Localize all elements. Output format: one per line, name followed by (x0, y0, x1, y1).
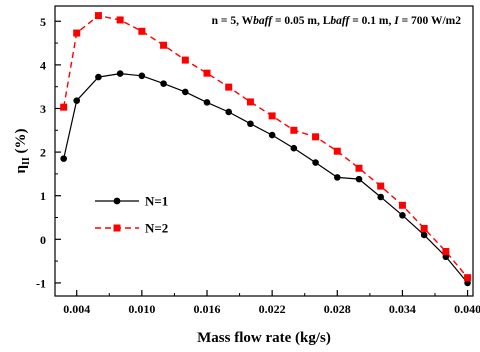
data-point (333, 174, 341, 181)
y-tick-label: 1 (40, 189, 46, 203)
legend-label-n1: N=1 (145, 194, 168, 209)
annotation-part: baff (330, 15, 350, 27)
data-point (377, 193, 385, 201)
annotation-part: = 700 W/m2 (399, 15, 461, 27)
data-point (94, 12, 102, 20)
annotation-part: baff (253, 15, 273, 27)
y-tick-label: 5 (40, 15, 46, 29)
annotation-part: = 0.1 m, (349, 15, 394, 27)
x-tick-label: 0.004 (63, 302, 90, 316)
x-tick-label: 0.016 (194, 302, 221, 316)
x-tick-label: 0.040 (454, 302, 480, 316)
data-point (355, 164, 363, 172)
series-line (63, 14, 469, 279)
data-point (116, 16, 124, 24)
y-axis-label-sub: II (21, 157, 32, 165)
y-axis-label-unit: (%) (13, 128, 29, 157)
series-group (60, 12, 472, 287)
plot-frame (54, 5, 474, 297)
data-point (268, 112, 276, 120)
annotation-part: I (393, 15, 399, 27)
annotation-part: n = 5, W (212, 15, 254, 27)
x-tick-label: 0.022 (259, 302, 286, 316)
y-tick-label: 0 (40, 233, 46, 247)
data-point (138, 72, 146, 80)
legend: N=1 N=2 (95, 194, 168, 236)
x-axis-label: Mass flow rate (kg/s) (197, 330, 331, 346)
y-axis-label-main: η (13, 165, 29, 174)
data-point (60, 103, 68, 111)
data-point (312, 159, 319, 166)
data-point (73, 97, 81, 104)
data-point (60, 155, 67, 162)
data-point (246, 98, 254, 106)
series-n-1 (60, 70, 471, 287)
data-point (399, 212, 406, 219)
data-point (420, 224, 428, 232)
axis-ticks: 0.004 0.010 0.016 0.022 0.028 0.034 0.040 -1 0 1 2… (36, 15, 480, 316)
data-point (420, 231, 428, 239)
data-point (290, 144, 298, 152)
data-point (160, 80, 167, 87)
data-point (225, 108, 233, 116)
y-axis-label: ηII (%) (13, 128, 32, 173)
data-point (333, 147, 341, 155)
data-point (442, 253, 450, 261)
data-point (181, 56, 189, 64)
data-point (464, 279, 471, 287)
y-tick-label: -1 (36, 276, 46, 290)
data-point (181, 88, 189, 96)
data-point (247, 120, 254, 128)
series-line (63, 72, 469, 284)
data-point (312, 133, 320, 141)
x-tick-label: 0.010 (128, 302, 155, 316)
data-point (290, 126, 298, 134)
data-point (355, 175, 363, 183)
data-point (398, 201, 406, 209)
annotation-part: = 0.05 m, L (272, 15, 331, 27)
y-tick-label: 4 (40, 58, 46, 72)
chart-annotation: n = 5, Wbaff = 0.05 m, Lbaff = 0.1 m, I … (212, 15, 462, 27)
legend-marker-n2 (113, 224, 121, 232)
data-point (442, 248, 450, 256)
data-point (160, 41, 168, 49)
data-point (203, 99, 211, 106)
legend-label-n2: N=2 (145, 221, 168, 236)
data-point (225, 83, 233, 91)
data-point (377, 182, 385, 190)
x-tick-label: 0.034 (389, 302, 416, 316)
data-point (138, 27, 146, 35)
data-point (73, 29, 81, 37)
series-n-2 (60, 12, 472, 282)
data-point (203, 69, 211, 77)
data-point (95, 73, 102, 81)
x-tick-label: 0.028 (324, 302, 351, 316)
y-tick-label: 3 (40, 102, 46, 116)
data-point (116, 70, 124, 77)
legend-marker-n1 (113, 197, 121, 205)
data-point (268, 131, 276, 139)
data-point (464, 274, 472, 282)
y-tick-label: 2 (40, 146, 46, 160)
